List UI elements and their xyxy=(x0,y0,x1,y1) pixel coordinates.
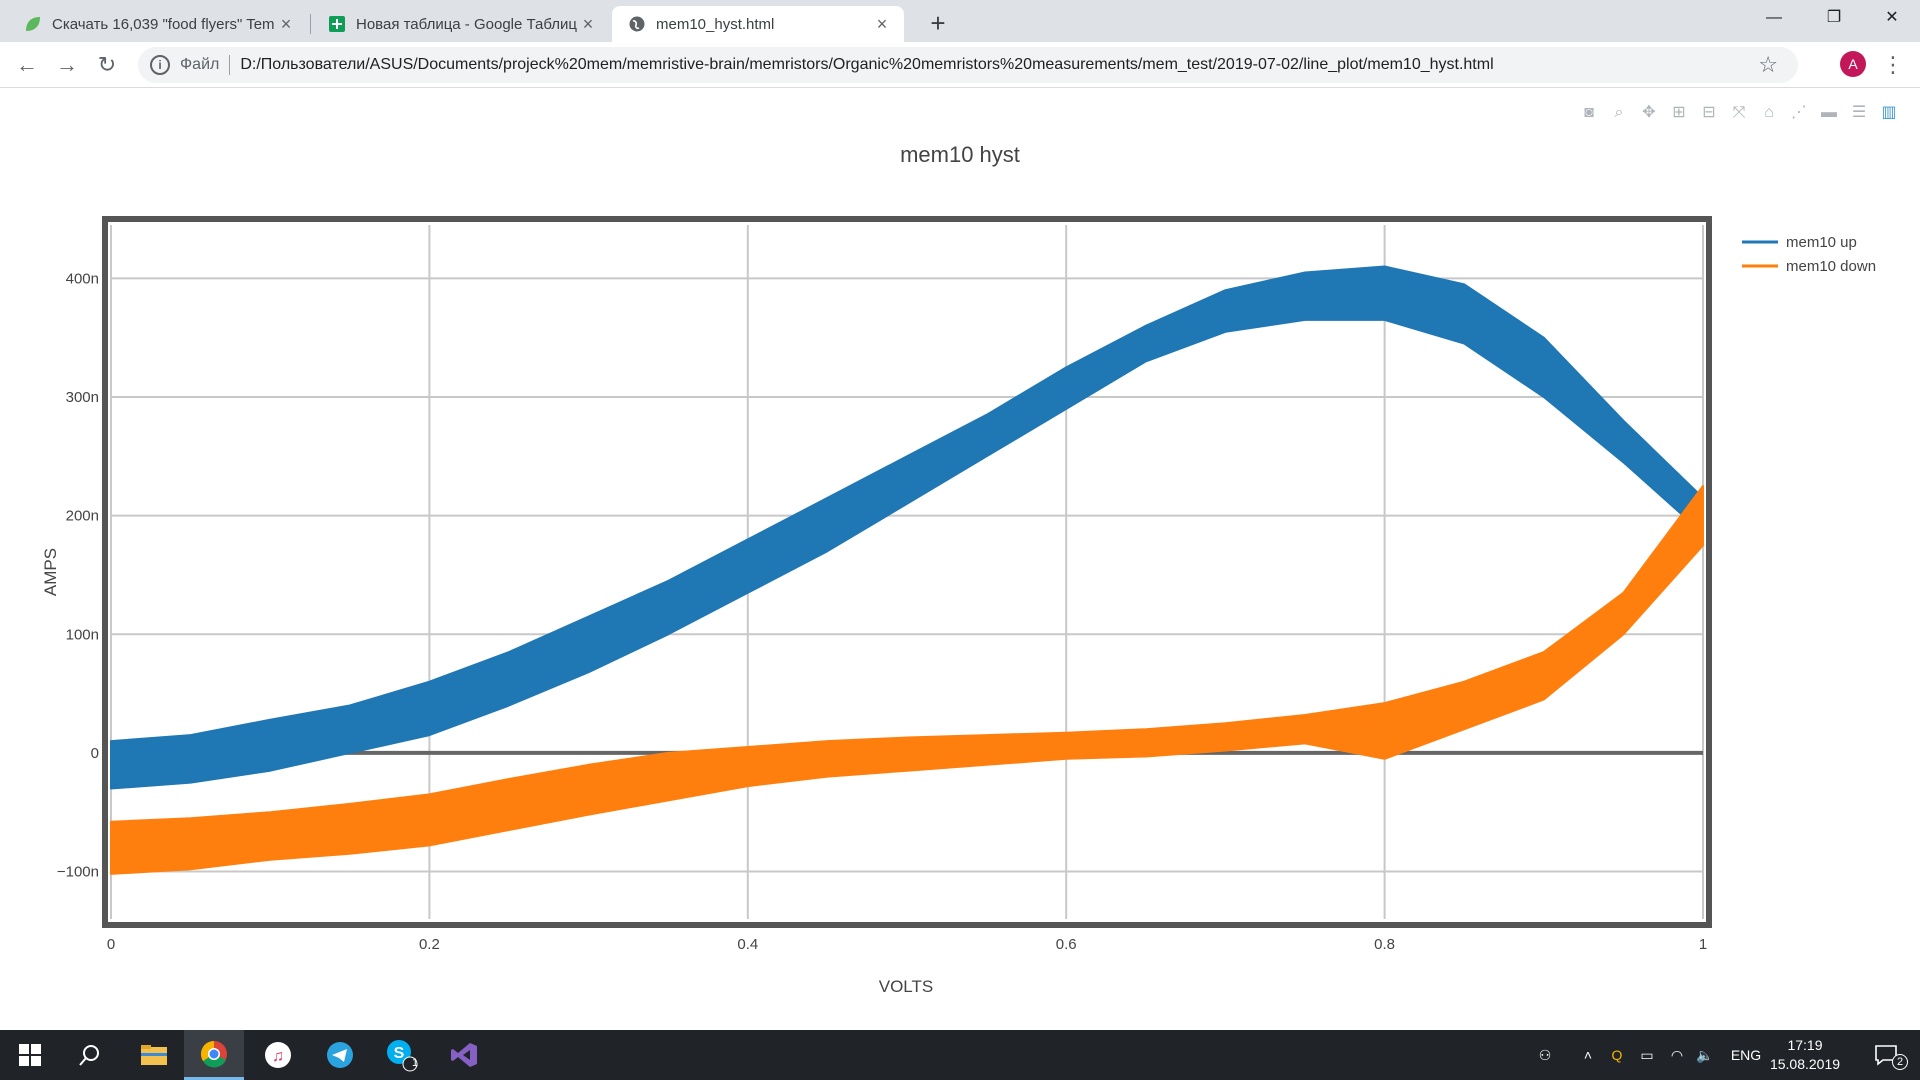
y-tick-label: 0 xyxy=(91,745,99,762)
y-tick-label: 300n xyxy=(66,389,99,406)
x-tick-label: 0 xyxy=(107,936,115,953)
people-icon[interactable]: ⚇ xyxy=(1538,1046,1552,1063)
x-tick-label: 0.8 xyxy=(1374,936,1395,953)
reload-icon[interactable]: ↻ xyxy=(97,52,117,77)
tab-title: Новая таблица - Google Таблиц xyxy=(356,15,577,33)
system-clock[interactable]: 17:19 15.08.2019 xyxy=(1760,1036,1850,1074)
line-chart[interactable]: 0 0.2 0.4 0.6 0.8 1 −100n 0 100n 200n 300n 400n VOL… xyxy=(0,88,1920,1030)
plotly-logo-icon[interactable]: ▥ xyxy=(1881,104,1897,121)
x-tick-label: 1 xyxy=(1699,936,1707,953)
spike-lines-icon[interactable]: ⋰ xyxy=(1791,104,1807,121)
sheets-icon xyxy=(328,15,346,33)
tab-title: mem10_hyst.html xyxy=(656,15,775,33)
windows-start-icon[interactable] xyxy=(0,1030,60,1080)
tab-title: Скачать 16,039 "food flyers" Tem xyxy=(52,15,275,33)
close-tab-icon[interactable]: × xyxy=(876,13,888,34)
visual-studio-icon[interactable] xyxy=(434,1030,494,1080)
itunes-icon[interactable]: ♫ xyxy=(248,1030,308,1080)
clock-time: 17:19 xyxy=(1787,1037,1823,1053)
autoscale-icon[interactable]: ⤧ xyxy=(1732,104,1746,121)
legend-label-down[interactable]: mem10 down xyxy=(1786,258,1876,275)
info-icon[interactable]: i xyxy=(150,55,170,75)
battery-icon[interactable]: ▭ xyxy=(1640,1046,1654,1063)
close-tab-icon[interactable]: × xyxy=(582,13,594,34)
svg-text:♫: ♫ xyxy=(272,1048,284,1065)
chrome-icon[interactable] xyxy=(184,1030,244,1080)
reset-axes-icon[interactable]: ⌂ xyxy=(1764,104,1774,121)
tab-divider xyxy=(310,14,311,34)
notification-count: 2 xyxy=(1892,1054,1908,1070)
minimize-button[interactable]: — xyxy=(1766,9,1782,26)
browser-toolbar: ← → ↻ i Файл D:/Пользователи/ASUS/Docume… xyxy=(0,42,1920,88)
hover-compare-icon[interactable]: ☰ xyxy=(1851,104,1867,121)
close-window-button[interactable]: ✕ xyxy=(1885,9,1899,26)
y-tick-label: 100n xyxy=(66,626,99,643)
telegram-icon[interactable] xyxy=(310,1030,370,1080)
zoom-in-icon[interactable]: ⊞ xyxy=(1672,104,1686,121)
y-tick-label: 200n xyxy=(66,508,99,525)
scheme-label: Файл xyxy=(180,56,220,73)
pan-icon[interactable]: ✥ xyxy=(1642,104,1656,121)
chart-legend: mem10 up mem10 down xyxy=(1742,234,1876,275)
y-tick-label: −100n xyxy=(57,864,99,881)
back-arrow-icon[interactable]: ← xyxy=(16,52,38,77)
leaf-icon xyxy=(24,15,42,33)
y-tick-label: 400n xyxy=(66,270,99,287)
series-band-down[interactable] xyxy=(110,485,1704,875)
zoom-out-icon[interactable]: ⊟ xyxy=(1702,104,1716,121)
chart-ticks: 0 0.2 0.4 0.6 0.8 1 −100n 0 100n 200n 300n 400n xyxy=(57,270,1707,953)
x-tick-label: 0.2 xyxy=(419,936,440,953)
y-axis-title: AMPS xyxy=(41,548,60,596)
wifi-icon[interactable]: ◠ xyxy=(1670,1046,1684,1063)
new-tab-button[interactable]: + xyxy=(930,8,946,38)
page-content: ◙ ⌕ ✥ ⊞ ⊟ ⤧ ⌂ ⋰ ▬ ☰ ▥ mem10 hyst 0 0.2 0.4… xyxy=(0,88,1920,1030)
browser-tab-strip: Скачать 16,039 "food flyers" Tem × Новая… xyxy=(0,0,1920,42)
svg-text:S: S xyxy=(394,1045,405,1062)
globe-icon xyxy=(628,15,646,33)
qiwi-icon[interactable]: Q xyxy=(1611,1047,1623,1063)
tab-google-sheets[interactable]: Новая таблица - Google Таблиц × xyxy=(312,6,610,42)
address-divider xyxy=(229,55,231,75)
x-tick-label: 0.6 xyxy=(1056,936,1077,953)
plot-modebar: ◙ ⌕ ✥ ⊞ ⊟ ⤧ ⌂ ⋰ ▬ ☰ ▥ xyxy=(1578,102,1900,124)
language-indicator[interactable]: ENG xyxy=(1730,1047,1762,1063)
restore-button[interactable]: ❐ xyxy=(1826,9,1842,26)
camera-icon[interactable]: ◙ xyxy=(1584,104,1594,121)
legend-label-up[interactable]: mem10 up xyxy=(1786,234,1857,251)
zoom-icon[interactable]: ⌕ xyxy=(1614,104,1624,121)
chart-title: mem10 hyst xyxy=(900,142,1020,167)
menu-dots-icon[interactable]: ⋮ xyxy=(1882,52,1904,77)
forward-arrow-icon[interactable]: → xyxy=(56,52,78,77)
file-explorer-icon[interactable] xyxy=(124,1030,184,1080)
windows-taskbar: ♫ S 1 ⚇ ˄ Q ▭ ◠ 🔈 ENG 17:19 15.08.2019 2 xyxy=(0,1030,1920,1080)
hover-closest-icon[interactable]: ▬ xyxy=(1821,104,1837,121)
x-tick-label: 0.4 xyxy=(737,936,758,953)
clock-date: 15.08.2019 xyxy=(1769,1056,1841,1072)
close-tab-icon[interactable]: × xyxy=(280,13,292,34)
skype-badge: 1 xyxy=(412,1057,419,1069)
url-text[interactable]: D:/Пользователи/ASUS/Documents/projeck%2… xyxy=(240,56,1494,73)
notification-center-icon[interactable]: 2 xyxy=(1866,1030,1908,1080)
volume-icon[interactable]: 🔈 xyxy=(1696,1046,1714,1063)
tab-mem10-hyst[interactable]: mem10_hyst.html × xyxy=(612,6,904,42)
bookmark-star-icon[interactable]: ☆ xyxy=(1758,52,1778,77)
search-icon[interactable] xyxy=(60,1030,120,1080)
chevron-up-icon[interactable]: ˄ xyxy=(1583,1047,1593,1063)
chart-series xyxy=(110,265,1704,875)
profile-avatar[interactable]: A xyxy=(1840,51,1866,77)
x-axis-title: VOLTS xyxy=(879,977,933,996)
skype-icon[interactable]: S 1 xyxy=(372,1030,432,1080)
address-bar[interactable]: i Файл D:/Пользователи/ASUS/Documents/pr… xyxy=(138,47,1798,83)
tab-food-flyers[interactable]: Скачать 16,039 "food flyers" Tem × xyxy=(8,6,308,42)
